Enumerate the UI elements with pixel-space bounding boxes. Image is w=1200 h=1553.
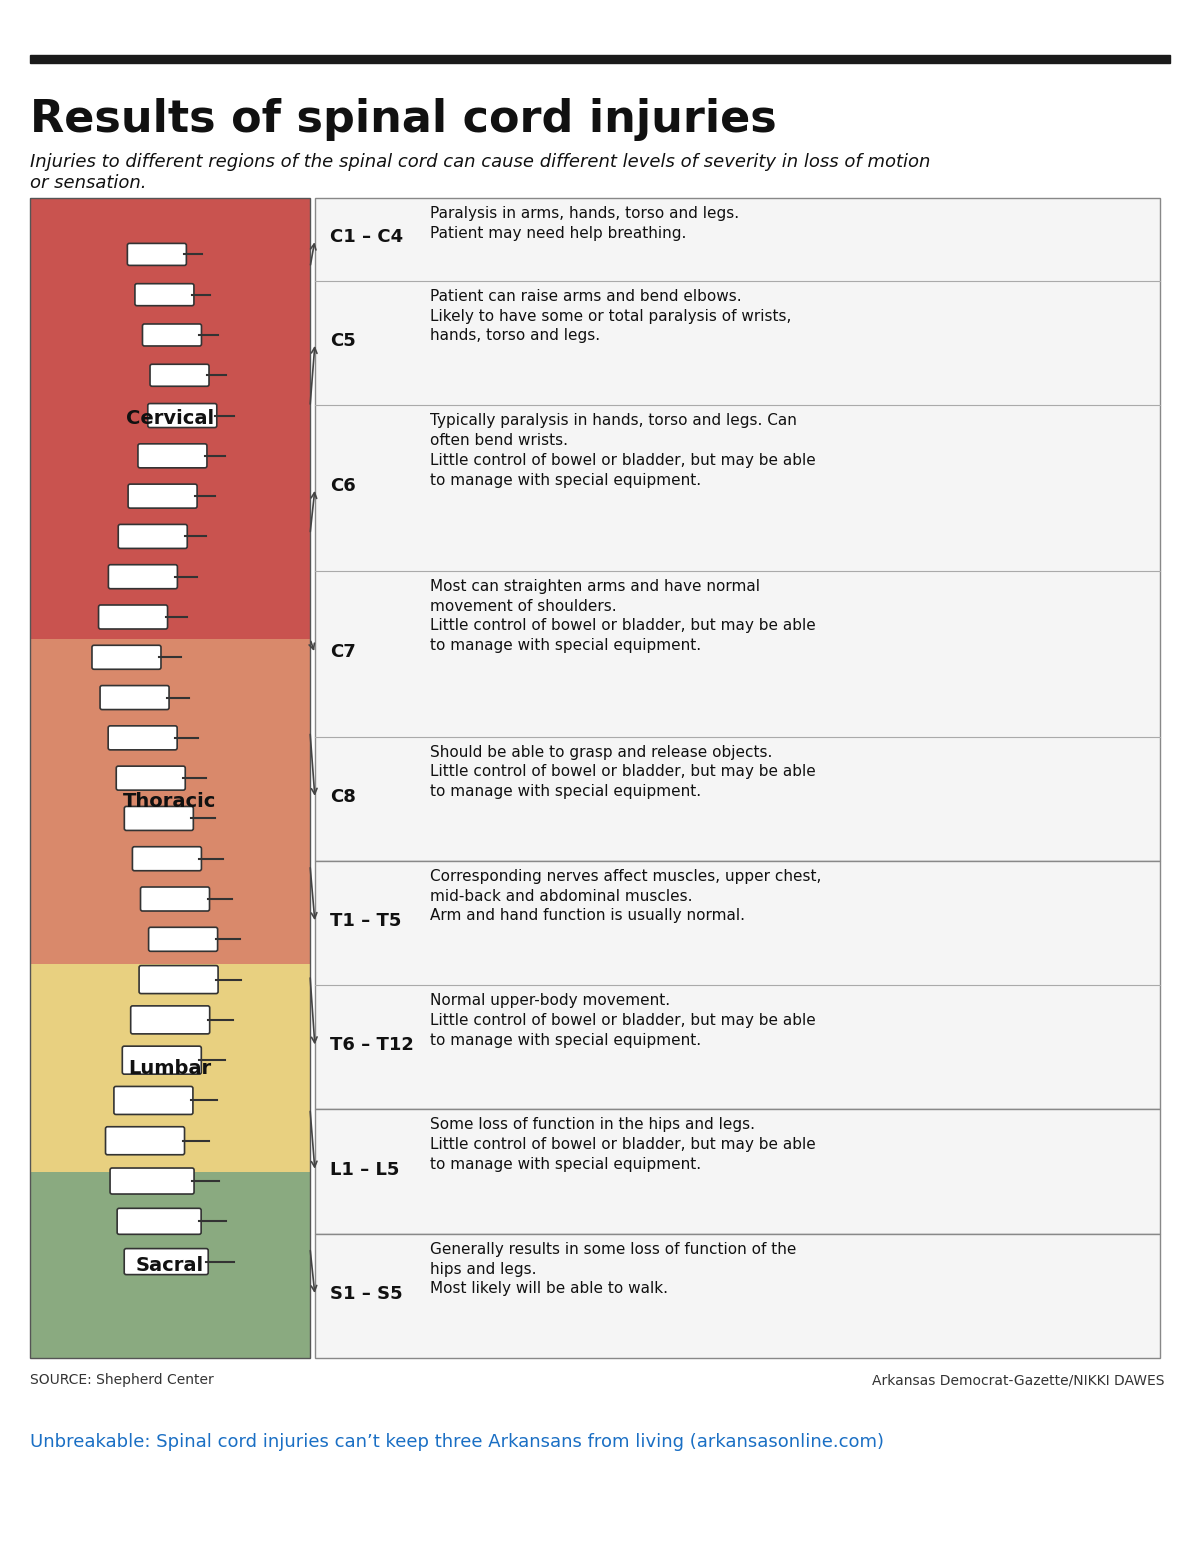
Text: T6 – T12: T6 – T12 [330, 1036, 414, 1054]
Text: Typically paralysis in hands, torso and legs. Can
often bend wrists.
Little cont: Typically paralysis in hands, torso and … [430, 413, 816, 488]
Text: Injuries to different regions of the spinal cord can cause different levels of s: Injuries to different regions of the spi… [30, 154, 930, 193]
FancyBboxPatch shape [140, 887, 210, 912]
Text: T1 – T5: T1 – T5 [330, 912, 401, 930]
Text: L1 – L5: L1 – L5 [330, 1160, 400, 1179]
FancyBboxPatch shape [122, 1047, 202, 1075]
Text: C8: C8 [330, 787, 356, 806]
Bar [30, 638, 310, 963]
Text: Unbreakable: Spinal cord injuries can’t keep three Arkansans from living (arkans: Unbreakable: Spinal cord injuries can’t … [30, 1433, 884, 1451]
FancyBboxPatch shape [108, 565, 178, 589]
FancyBboxPatch shape [149, 927, 217, 952]
FancyBboxPatch shape [132, 846, 202, 871]
Bar [314, 1109, 1160, 1233]
FancyBboxPatch shape [125, 1249, 209, 1275]
Text: Results of spinal cord injuries: Results of spinal cord injuries [30, 98, 776, 141]
FancyBboxPatch shape [119, 525, 187, 548]
FancyBboxPatch shape [150, 365, 209, 387]
Text: Should be able to grasp and release objects.
Little control of bowel or bladder,: Should be able to grasp and release obje… [430, 744, 816, 800]
FancyBboxPatch shape [139, 966, 218, 994]
Bar [314, 197, 1160, 860]
Bar [314, 1233, 1160, 1357]
Text: Corresponding nerves affect muscles, upper chest,
mid-back and abdominal muscles: Corresponding nerves affect muscles, upp… [430, 868, 821, 924]
Text: C5: C5 [330, 332, 355, 349]
Text: C1 – C4: C1 – C4 [330, 228, 403, 247]
Text: C6: C6 [330, 477, 355, 495]
Text: Paralysis in arms, hands, torso and legs.
Patient may need help breathing.: Paralysis in arms, hands, torso and legs… [430, 207, 739, 241]
Bar [30, 963, 310, 1173]
Text: Lumbar: Lumbar [128, 1059, 211, 1078]
Text: Thoracic: Thoracic [124, 792, 217, 811]
FancyBboxPatch shape [92, 646, 161, 669]
FancyBboxPatch shape [100, 685, 169, 710]
FancyBboxPatch shape [148, 404, 217, 427]
FancyBboxPatch shape [127, 244, 186, 266]
FancyBboxPatch shape [114, 1087, 193, 1115]
Text: Generally results in some loss of function of the
hips and legs.
Most likely wil: Generally results in some loss of functi… [430, 1242, 797, 1297]
Bar [30, 1173, 310, 1357]
FancyBboxPatch shape [134, 284, 194, 306]
FancyBboxPatch shape [98, 606, 168, 629]
FancyBboxPatch shape [118, 1208, 202, 1235]
FancyBboxPatch shape [125, 806, 193, 831]
Bar [314, 860, 1160, 1109]
FancyBboxPatch shape [128, 485, 197, 508]
Text: Sacral: Sacral [136, 1256, 204, 1275]
Text: Cervical: Cervical [126, 408, 214, 429]
Text: C7: C7 [330, 643, 355, 660]
Text: S1 – S5: S1 – S5 [330, 1284, 403, 1303]
Bar [30, 197, 310, 1357]
FancyBboxPatch shape [106, 1127, 185, 1155]
Text: Most can straighten arms and have normal
movement of shoulders.
Little control o: Most can straighten arms and have normal… [430, 579, 816, 654]
FancyBboxPatch shape [138, 444, 206, 467]
Text: Patient can raise arms and bend elbows.
Likely to have some or total paralysis o: Patient can raise arms and bend elbows. … [430, 289, 791, 343]
Text: Arkansas Democrat-Gazette/NIKKI DAWES: Arkansas Democrat-Gazette/NIKKI DAWES [872, 1373, 1165, 1387]
FancyBboxPatch shape [110, 1168, 194, 1194]
Bar [30, 54, 1170, 64]
FancyBboxPatch shape [116, 766, 185, 790]
Bar [30, 197, 310, 638]
Text: SOURCE: Shepherd Center: SOURCE: Shepherd Center [30, 1373, 214, 1387]
Text: Some loss of function in the hips and legs.
Little control of bowel or bladder, : Some loss of function in the hips and le… [430, 1118, 816, 1173]
FancyBboxPatch shape [108, 725, 178, 750]
FancyBboxPatch shape [131, 1006, 210, 1034]
Text: Normal upper-body movement.
Little control of bowel or bladder, but may be able
: Normal upper-body movement. Little contr… [430, 992, 816, 1048]
FancyBboxPatch shape [143, 325, 202, 346]
